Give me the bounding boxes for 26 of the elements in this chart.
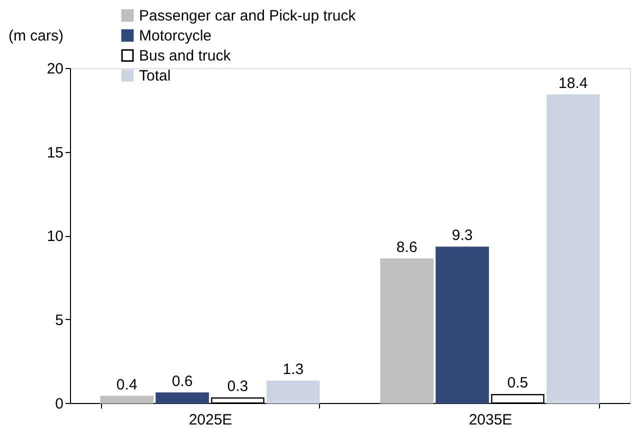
data-label: 0.6 bbox=[172, 372, 193, 390]
data-label: 0.5 bbox=[507, 374, 528, 392]
data-label: 0.4 bbox=[116, 376, 138, 394]
x-tick-label: 2025E bbox=[188, 412, 232, 428]
y-tick-label: 10 bbox=[46, 228, 64, 245]
data-label: 8.6 bbox=[396, 238, 418, 256]
legend-label: Motorcycle bbox=[139, 28, 212, 44]
bar bbox=[546, 94, 600, 404]
x-tick-label: 2035E bbox=[468, 412, 512, 428]
legend-label: Total bbox=[139, 68, 171, 84]
data-label: 18.4 bbox=[558, 74, 588, 92]
y-tick-label: 5 bbox=[55, 312, 64, 329]
bar bbox=[100, 396, 154, 404]
data-label: 9.3 bbox=[452, 227, 473, 244]
bar bbox=[266, 380, 320, 404]
y-axis-title: (m cars) bbox=[8, 28, 64, 44]
data-label: 0.3 bbox=[227, 378, 248, 395]
y-tick-label: 20 bbox=[46, 60, 64, 78]
bar bbox=[156, 392, 209, 404]
legend-label: Bus and truck bbox=[139, 48, 232, 64]
bar bbox=[380, 258, 434, 404]
y-tick-label: 0 bbox=[55, 396, 64, 412]
legend-label: Passenger car and Pick-up truck bbox=[139, 8, 356, 24]
bar bbox=[436, 246, 489, 404]
data-label: 1.3 bbox=[282, 361, 304, 378]
y-tick-label: 15 bbox=[46, 144, 64, 162]
